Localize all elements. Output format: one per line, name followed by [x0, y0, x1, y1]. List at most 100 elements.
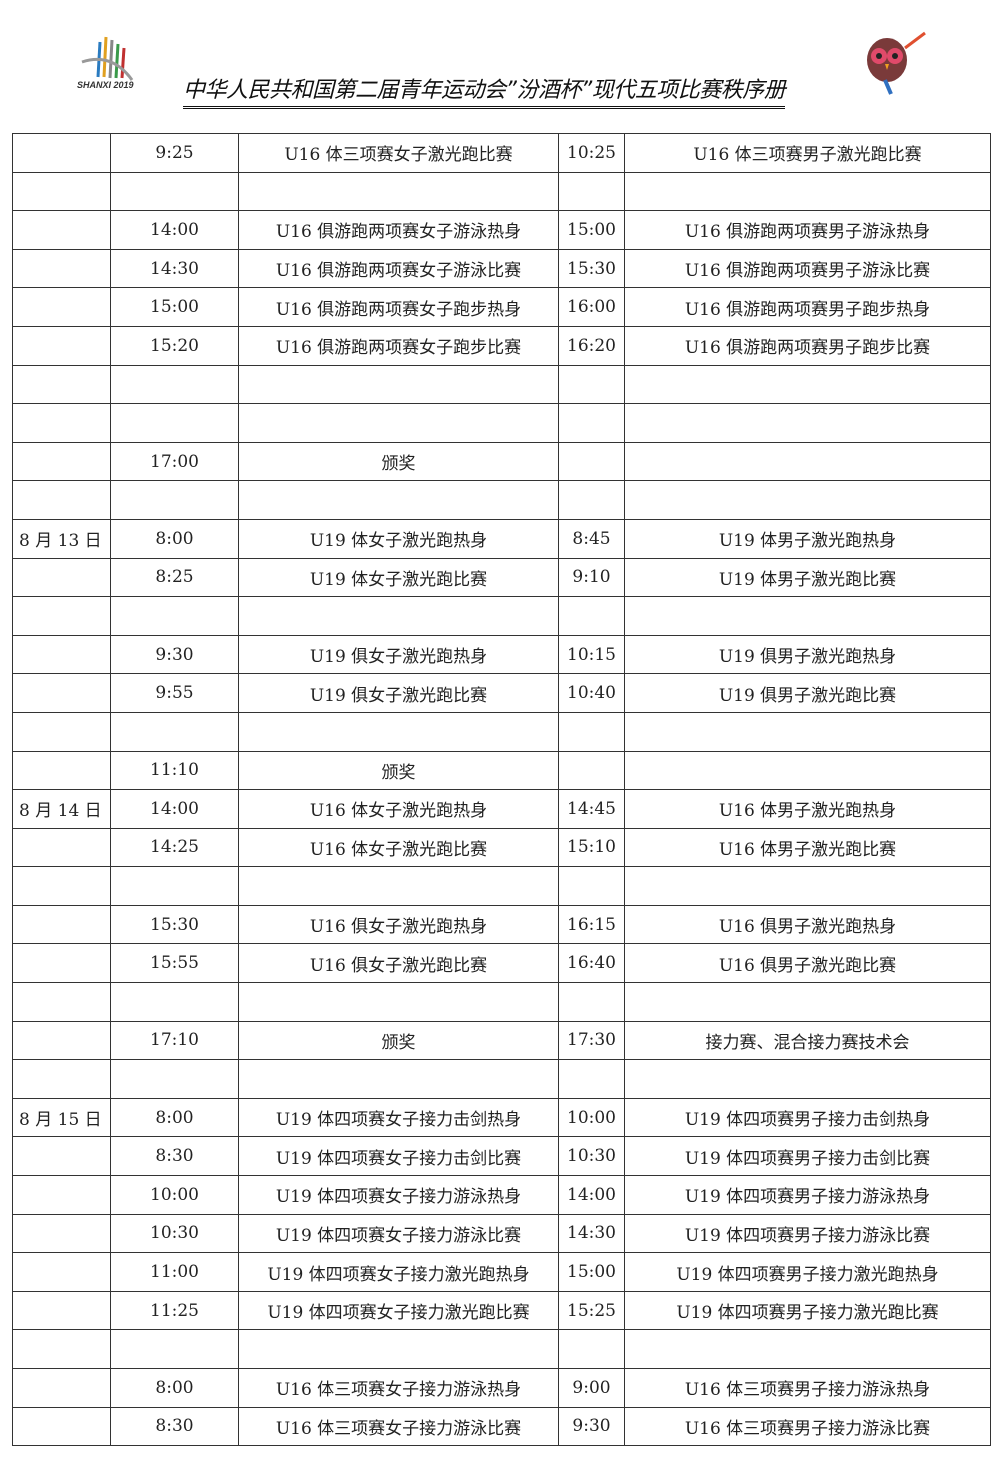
date-cell [12, 1136, 111, 1177]
women-time-cell: 10:30 [110, 1213, 239, 1254]
men-event-cell [624, 480, 991, 520]
date-cell [12, 1290, 111, 1331]
men-time-cell: 15:30 [558, 248, 625, 289]
table-row: 15:55 U16 俱女子激光跑比赛 16:40 U16 俱男子激光跑比赛 [12, 943, 991, 984]
men-event-cell [624, 441, 991, 482]
men-time-cell: 10:00 [558, 1097, 625, 1138]
table-row: 14:00 U16 俱游跑两项赛女子游泳热身 15:00 U16 俱游跑两项赛男子游泳… [12, 210, 991, 250]
women-event-cell: U16 俱游跑两项赛女子游泳热身 [238, 210, 559, 250]
women-event-cell: U19 体四项赛女子接力激光跑比赛 [238, 1290, 559, 1331]
women-time-cell [110, 364, 239, 405]
men-event-cell [624, 1329, 991, 1369]
men-time-cell [558, 866, 625, 906]
table-row: 14:25 U16 体女子激光跑比赛 15:10 U16 体男子激光跑比赛 [12, 827, 991, 868]
men-event-cell: 接力赛、混合接力赛技术会 [624, 1020, 991, 1061]
men-event-cell: U16 俱男子激光跑比赛 [624, 943, 991, 984]
women-event-cell: 颁奖 [238, 750, 559, 791]
date-cell [12, 634, 111, 675]
date-cell [12, 750, 111, 791]
men-time-cell: 16:00 [558, 287, 625, 327]
women-event-cell: U16 俱游跑两项赛女子跑步热身 [238, 287, 559, 327]
men-time-cell: 8:45 [558, 518, 625, 559]
table-row [12, 1059, 991, 1099]
women-time-cell [110, 403, 239, 443]
date-cell [12, 1059, 111, 1099]
men-time-cell: 14:30 [558, 1213, 625, 1254]
women-event-cell: U16 体三项赛女子接力游泳热身 [238, 1368, 559, 1408]
table-row [12, 364, 991, 405]
date-cell [12, 325, 111, 366]
women-time-cell [110, 596, 239, 636]
women-time-cell: 17:00 [110, 441, 239, 482]
men-event-cell: U16 体男子激光跑热身 [624, 789, 991, 829]
table-row: 9:55 U19 俱女子激光跑比赛 10:40 U19 俱男子激光跑比赛 [12, 673, 991, 713]
women-event-cell [238, 1059, 559, 1099]
men-event-cell: U19 体四项赛男子接力激光跑比赛 [624, 1290, 991, 1331]
date-cell [12, 248, 111, 289]
women-time-cell [110, 1329, 239, 1369]
date-cell: 8 月 14 日 [12, 789, 111, 829]
men-event-cell [624, 403, 991, 443]
men-event-cell [624, 750, 991, 791]
date-cell [12, 364, 111, 405]
date-cell [12, 1329, 111, 1369]
women-time-cell [110, 480, 239, 520]
women-time-cell: 15:00 [110, 287, 239, 327]
table-row [12, 866, 991, 906]
date-cell [12, 827, 111, 868]
women-event-cell: U16 俱女子激光跑比赛 [238, 943, 559, 984]
men-event-cell [624, 596, 991, 636]
men-event-cell [624, 866, 991, 906]
table-row: 8:25 U19 体女子激光跑比赛 9:10 U19 体男子激光跑比赛 [12, 557, 991, 598]
men-time-cell: 9:10 [558, 557, 625, 598]
men-time-cell [558, 596, 625, 636]
women-event-cell [238, 596, 559, 636]
date-cell [12, 171, 111, 212]
women-event-cell: U16 体女子激光跑比赛 [238, 827, 559, 868]
women-event-cell: U19 体女子激光跑热身 [238, 518, 559, 559]
date-cell [12, 403, 111, 443]
men-time-cell: 16:20 [558, 325, 625, 366]
men-time-cell: 9:00 [558, 1368, 625, 1408]
svg-text:SHANXI 2019: SHANXI 2019 [77, 80, 134, 90]
men-time-cell [558, 711, 625, 752]
page-title: 中华人民共和国第二届青年运动会”汾酒杯”现代五项比赛秩序册 [183, 72, 786, 109]
table-row: 14:30 U16 俱游跑两项赛女子游泳比赛 15:30 U16 俱游跑两项赛男子游泳… [12, 248, 991, 289]
men-event-cell [624, 982, 991, 1022]
table-row: 15:00 U16 俱游跑两项赛女子跑步热身 16:00 U16 俱游跑两项赛男子跑步… [12, 287, 991, 327]
women-time-cell: 11:00 [110, 1252, 239, 1292]
women-event-cell: U19 体四项赛女子接力游泳热身 [238, 1175, 559, 1215]
men-event-cell: U16 俱游跑两项赛男子跑步比赛 [624, 325, 991, 366]
women-time-cell: 8:00 [110, 518, 239, 559]
table-row: 8 月 15 日 8:00 U19 体四项赛女子接力击剑热身 10:00 U19 体四项… [12, 1097, 991, 1138]
women-time-cell [110, 1059, 239, 1099]
men-event-cell [624, 711, 991, 752]
men-time-cell [558, 1329, 625, 1369]
women-event-cell: U16 体女子激光跑热身 [238, 789, 559, 829]
women-time-cell: 8:30 [110, 1406, 239, 1447]
women-event-cell [238, 982, 559, 1022]
men-time-cell: 15:00 [558, 210, 625, 250]
date-cell [12, 904, 111, 945]
men-event-cell: U16 体三项赛男子激光跑比赛 [624, 133, 991, 173]
men-time-cell: 10:25 [558, 133, 625, 173]
table-row: 11:00 U19 体四项赛女子接力激光跑热身 15:00 U19 体四项赛男子接力激… [12, 1252, 991, 1292]
men-event-cell: U19 体四项赛男子接力游泳热身 [624, 1175, 991, 1215]
table-row: 15:20 U16 俱游跑两项赛女子跑步比赛 16:20 U16 俱游跑两项赛男子跑步… [12, 325, 991, 366]
date-cell [12, 1368, 111, 1408]
men-time-cell: 10:15 [558, 634, 625, 675]
date-cell [12, 1252, 111, 1292]
table-row: 9:25 U16 体三项赛女子激光跑比赛 10:25 U16 体三项赛男子激光跑比赛 [12, 133, 991, 173]
women-time-cell: 8:25 [110, 557, 239, 598]
table-row: 15:30 U16 俱女子激光跑热身 16:15 U16 俱男子激光跑热身 [12, 904, 991, 945]
shanxi-2019-logo: SHANXI 2019 [72, 32, 152, 102]
men-time-cell: 16:15 [558, 904, 625, 945]
date-cell [12, 596, 111, 636]
table-row: 17:10 颁奖 17:30 接力赛、混合接力赛技术会 [12, 1020, 991, 1061]
date-cell [12, 1175, 111, 1215]
table-row: 8:30 U19 体四项赛女子接力击剑比赛 10:30 U19 体四项赛男子接力击剑比… [12, 1136, 991, 1177]
men-time-cell: 15:25 [558, 1290, 625, 1331]
table-row: 11:10 颁奖 [12, 750, 991, 791]
table-row: 8 月 13 日 8:00 U19 体女子激光跑热身 8:45 U19 体男子激光跑热身 [12, 518, 991, 559]
men-time-cell: 15:10 [558, 827, 625, 868]
